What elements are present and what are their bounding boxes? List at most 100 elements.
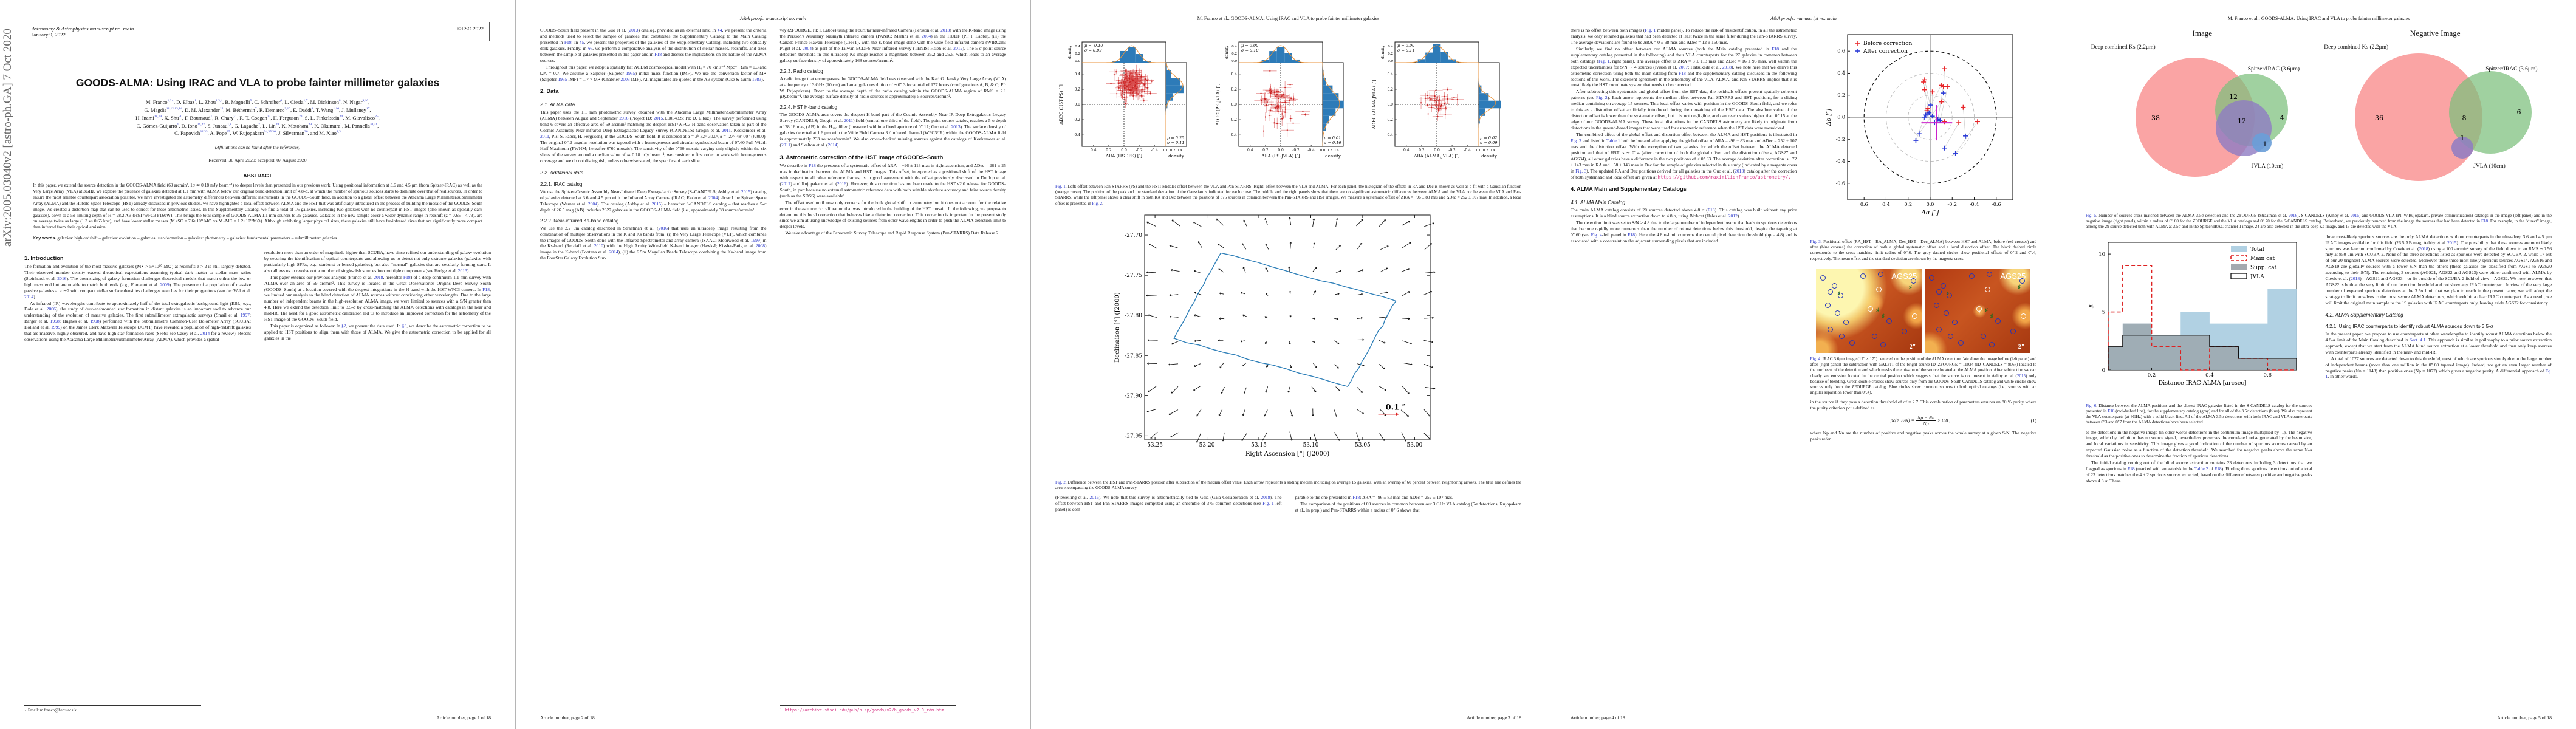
page-1: Astronomy & Astrophysics manuscript no. …: [0, 0, 515, 729]
svg-text:μ = 0.02: μ = 0.02: [1480, 135, 1497, 140]
fig4-before-subtraction-image: AGS25 2" ♯ ♯ ♯ ♯ +: [1816, 269, 1922, 353]
zfourge-source-marker: [1867, 306, 1873, 312]
svg-text:μ = 0.25: μ = 0.25: [1167, 135, 1184, 140]
received-accepted-line: Received: 30 April 2020; accepted: 07 Au…: [208, 157, 307, 163]
candels-source-marker: ♯: [1909, 283, 1912, 290]
svg-text:After correction: After correction: [1863, 49, 1908, 55]
svg-text:0.2: 0.2: [1388, 52, 1393, 56]
svg-text:σ = 0.09: σ = 0.09: [1084, 48, 1102, 53]
paragraph: This paper is organized as follows: In §…: [264, 323, 491, 341]
svg-text:0.0: 0.0: [1278, 148, 1284, 152]
paragraph: Similarly, we find no offset between our…: [1571, 46, 1797, 88]
ags25-label: AGS25: [1891, 271, 1917, 281]
fig2-distortion-quiver: 53.25 53.20 53.15 53.10 53.05 53.00 -27.70 -27.…: [1114, 214, 1435, 457]
keywords: Key words. galaxies: high-redshift – gal…: [33, 235, 337, 241]
page5-right-column: three most-likely spurious sources are t…: [2326, 234, 2552, 713]
figure-5-venn-diagrams: Image 38 12 12 4 1 Deep combined Ks (2.2μm) Spi…: [2086, 29, 2552, 211]
svg-text:0.2: 0.2: [1837, 92, 1845, 98]
candels-source-marker: ♯: [1990, 313, 1993, 320]
fig1-caption: Fig. 1. Left: offset between Pan-STARRS …: [1055, 184, 1521, 206]
page4-left-column: there is no offset between both images (…: [1571, 27, 1797, 713]
paragraph: As infrared (IR) wavelengths contribute …: [24, 300, 252, 343]
fig5-image-venn: Image 38 12 12 4 1 Deep combined Ks (2.2μm) Spi…: [2089, 29, 2316, 211]
fig6-distance-histogram: 0.2 0.4 0.6 0 5 10 Distance IRAC-ALMA [arcsec]…: [2089, 242, 2297, 386]
common-source-marker: [1835, 310, 1841, 316]
svg-text:12: 12: [2229, 93, 2238, 101]
page4-right-column: 0.6 0.6 0.4 0.4 0.2 0.2 0.0 0.0 -0.2 -0.2 -0.4 -0.4…: [1810, 27, 2037, 713]
svg-text:0.4: 0.4: [1388, 45, 1393, 49]
svg-text:0.0: 0.0: [1231, 103, 1237, 107]
fig1-left-panel-hst-ps: 0.40.40.20.20.00.0-0.2-0.2-0.4-0.40.00.0…: [1059, 41, 1187, 159]
candels-source-marker: ♯: [1946, 290, 1949, 296]
page3-right-column: parable to the one presented in F18: ΔRA…: [1295, 495, 1522, 514]
venn-circles: 36 8 6 1: [2355, 53, 2532, 181]
candels-source-marker: ♯: [1837, 290, 1840, 296]
running-head: A&A proofs: manuscript no. main: [740, 16, 806, 21]
common-source-marker: [1827, 327, 1833, 333]
candels-source-marker: ♯: [2018, 283, 2021, 290]
page1-left-column: 1. Introduction The formation and evoluti…: [24, 250, 251, 713]
page2-right-column: vey (ZFOURGE, PI: I. Labbé) using the Fo…: [779, 27, 1007, 713]
venn-set-label: Deep combined Ks (2.2μm): [2091, 44, 2156, 50]
svg-text:ΔDEC (HST-PS) [″]: ΔDEC (HST-PS) [″]: [1059, 84, 1064, 125]
paragraph: Throughout this paper, we adopt a spatia…: [540, 64, 767, 82]
footnote: ¹ https://archive.stsci.edu/pub/hlsp/goo…: [779, 705, 957, 713]
fig3-caption: Fig. 3. Positional offset (RA_HST - RA_A…: [1810, 239, 2037, 261]
scalebar-2arcsec: 2": [2018, 342, 2025, 351]
svg-text:JVLA: JVLA: [2250, 274, 2264, 280]
svg-text:0.4: 0.4: [1334, 149, 1339, 152]
ags25-label: AGS25: [2000, 271, 2026, 281]
paragraph: where Np and Nn are the number of positi…: [1810, 430, 2037, 442]
common-source-marker: [1987, 272, 1993, 278]
svg-text:53.25: 53.25: [1147, 442, 1163, 448]
section-heading: 2.2.1. IRAC catalog: [540, 181, 583, 187]
page-footer: Article number, page 1 of 18: [436, 715, 491, 720]
svg-text:0.0: 0.0: [1837, 115, 1845, 120]
page-footer: Article number, page 2 of 18: [540, 715, 595, 720]
common-source-marker: [1843, 319, 1849, 325]
fig4-after-subtraction-image: AGS25 2" ♯ ♯ ♯ ♯ +: [1925, 269, 2031, 353]
svg-text:10: 10: [2098, 252, 2105, 258]
common-source-marker: [1928, 275, 1934, 281]
common-source-marker: [1839, 334, 1845, 340]
common-source-marker: [1995, 318, 2001, 324]
svg-text:12: 12: [2238, 117, 2246, 125]
link-url[interactable]: https://archive.stsci.edu/pub/hlsp/goods…: [784, 708, 947, 713]
fig2-caption: Fig. 2. Difference between the HST and P…: [1055, 479, 1522, 491]
paper-title: GOODS-ALMA: Using IRAC and VLA to probe …: [75, 77, 440, 89]
svg-text:-0.4: -0.4: [1464, 148, 1471, 152]
svg-text:1: 1: [2263, 140, 2267, 148]
svg-text:μ = 0.00: μ = 0.00: [1397, 43, 1414, 48]
svg-text:5: 5: [2102, 309, 2105, 315]
common-source-marker: [1911, 278, 1917, 284]
svg-text:0.2: 0.2: [1904, 202, 1912, 207]
svg-text:0.6: 0.6: [1837, 49, 1845, 54]
paragraph: The offset used until now only corrects …: [779, 199, 1007, 230]
svg-text:0.2: 0.2: [1231, 87, 1237, 92]
page-footer: Article number, page 4 of 18: [1571, 715, 1625, 720]
svg-text:-27.75: -27.75: [1125, 273, 1142, 279]
svg-text:0.4: 0.4: [1177, 149, 1182, 152]
svg-text:0.0: 0.0: [1926, 202, 1934, 207]
svg-text:-0.6: -0.6: [1992, 202, 2001, 207]
svg-text:Distance IRAC-ALMA [arcsec]: Distance IRAC-ALMA [arcsec]: [2159, 380, 2247, 386]
svg-text:-0.2: -0.2: [1073, 118, 1080, 122]
fig4-caption: Fig. 4. IRAC 3.6μm image (17″ × 17″) cen…: [1810, 356, 2037, 395]
figure-4-irac-cutouts: AGS25 2" ♯ ♯ ♯ ♯ + AGS25 2" ♯ ♯ ♯ ♯ +: [1810, 269, 2037, 353]
common-source-marker: [1934, 303, 1940, 309]
svg-text:0.4: 0.4: [1074, 72, 1080, 77]
svg-text:Main cat: Main cat: [2250, 256, 2275, 262]
link-url[interactable]: https://github.com/maximilienfranco/astr…: [1657, 174, 1791, 180]
candels-source-marker: ♯: [1985, 307, 1988, 313]
svg-text:0.0: 0.0: [1075, 60, 1080, 63]
svg-text:0.2: 0.2: [2148, 372, 2156, 378]
svg-text:0.2: 0.2: [1483, 149, 1488, 152]
svg-text:0.2: 0.2: [1074, 87, 1080, 92]
venn-set-label: Spitzer/IRAC (3.6μm): [2247, 66, 2300, 72]
svg-text:0.6: 0.6: [1860, 202, 1868, 207]
svg-text:0.0: 0.0: [1074, 103, 1080, 107]
paragraph: We describe in F18 the presence of a sys…: [779, 163, 1007, 199]
zfourge-source-marker: [1912, 313, 1918, 320]
svg-text:-0.2: -0.2: [1230, 118, 1237, 122]
svg-text:0.0: 0.0: [1320, 149, 1325, 152]
